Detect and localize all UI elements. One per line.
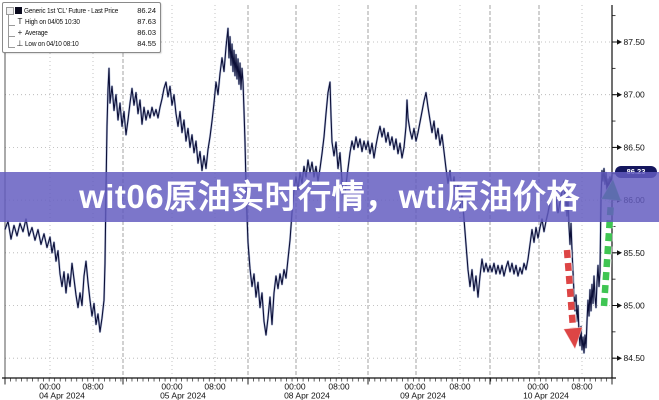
- legend-average-value: 86.03: [137, 28, 156, 37]
- x-time-label: 08:00: [571, 382, 593, 392]
- x-time-label: 00:00: [161, 382, 183, 392]
- legend-high-value: 87.63: [137, 17, 156, 26]
- page-title: wit06原油实时行情，wti原油价格: [79, 178, 580, 215]
- tree-branch-line: [8, 35, 15, 48]
- down-arrow-head-icon: [562, 326, 584, 350]
- tree-branch-line: [8, 13, 15, 26]
- legend-row-low: ⊥ Low on 04/10 08:10 84.55: [6, 35, 156, 49]
- x-time-label: 08:00: [204, 382, 226, 392]
- title-overlay-band: wit06原油实时行情，wti原油价格: [0, 172, 659, 222]
- legend-low-label: Low on 04/10 08:10: [25, 39, 79, 48]
- x-date-label: 10 Apr 2024: [523, 391, 569, 400]
- up-arrow-body: [600, 201, 615, 307]
- tree-branch-line: [8, 24, 15, 37]
- y-tick-arrow-icon: [617, 39, 622, 45]
- x-time-label: 00:00: [527, 382, 549, 392]
- x-date-label: 09 Apr 2024: [400, 391, 446, 400]
- y-axis-label: 84.50: [624, 353, 646, 363]
- x-time-label: 08:00: [449, 382, 471, 392]
- y-axis-label: 87.50: [624, 37, 646, 47]
- x-time-label: 08:00: [82, 382, 104, 392]
- chart-legend: Generic 1st 'CL' Future - Last Price 86.…: [2, 2, 161, 53]
- legend-series-value: 86.24: [137, 6, 156, 15]
- x-time-label: 08:00: [328, 382, 350, 392]
- low-marker-icon: ⊥: [16, 39, 24, 48]
- y-tick-arrow-icon: [617, 250, 622, 256]
- y-axis-label: 86.50: [624, 142, 646, 152]
- y-tick-arrow-icon: [617, 355, 622, 361]
- legend-row-series: Generic 1st 'CL' Future - Last Price 86.…: [6, 5, 156, 16]
- legend-row-high: T High on 04/05 10:30 87.63: [6, 13, 156, 27]
- y-axis-label: 85.00: [624, 301, 646, 311]
- x-time-label: 00:00: [404, 382, 426, 392]
- y-tick-arrow-icon: [617, 302, 622, 309]
- legend-low-value: 84.55: [137, 39, 156, 48]
- series-swatch-icon: [15, 7, 22, 14]
- y-axis-label: 85.50: [624, 248, 646, 258]
- legend-high-label: High on 04/05 10:30: [25, 17, 80, 26]
- y-tick-arrow-icon: [617, 144, 622, 150]
- x-time-label: 00:00: [284, 382, 306, 392]
- x-date-label: 04 Apr 2024: [39, 391, 85, 400]
- legend-average-label: Average: [25, 28, 48, 37]
- x-time-label: 00:00: [39, 382, 61, 392]
- high-marker-icon: T: [17, 17, 23, 26]
- legend-series-label: Generic 1st 'CL' Future - Last Price: [24, 6, 119, 15]
- down-arrow-body: [563, 249, 577, 329]
- x-date-label: 08 Apr 2024: [284, 391, 330, 400]
- tree-expander-icon: [6, 6, 14, 15]
- y-tick-arrow-icon: [617, 92, 622, 98]
- y-axis-label: 87.00: [624, 90, 646, 100]
- average-marker-icon: +: [17, 28, 23, 37]
- legend-row-average: + Average 86.03: [6, 24, 156, 38]
- x-date-label: 05 Apr 2024: [160, 391, 206, 400]
